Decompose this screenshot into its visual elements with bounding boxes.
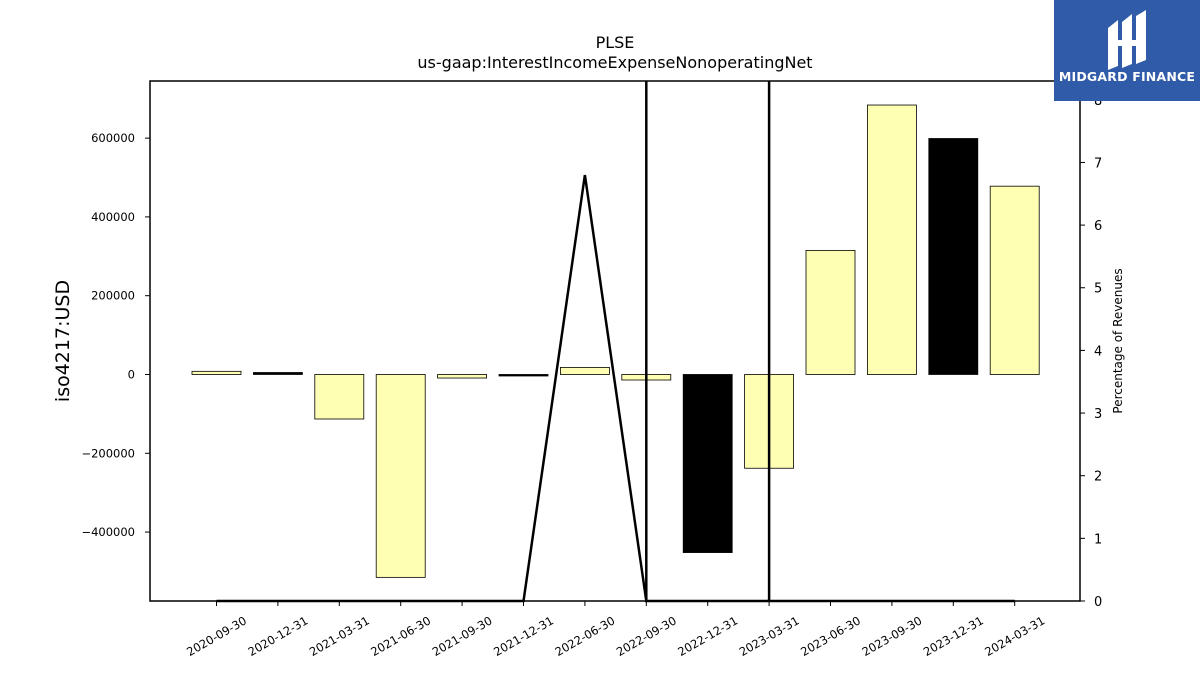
y2-tick-label: 3: [1094, 407, 1102, 422]
x-tick-label: 2023-06-30: [798, 613, 863, 659]
chart-title: PLSE: [596, 33, 635, 52]
y-ticks-group: −400000 −200000 0 200000 400000 600000: [81, 131, 150, 539]
bar: [928, 138, 979, 375]
y2-tick-label: 4: [1094, 344, 1102, 359]
y-tick-label: 0: [128, 367, 135, 381]
bar: [375, 374, 426, 578]
x-tick-label: 2023-03-31: [737, 613, 802, 659]
x-tick-label: 2021-03-31: [307, 613, 372, 659]
x-tick-label: 2023-12-31: [921, 613, 986, 659]
y2-axis-label: Percentage of Revenues: [1111, 268, 1125, 413]
bar: [314, 374, 365, 420]
bar: [682, 374, 733, 553]
bar: [560, 366, 610, 375]
plot-frame: [149, 80, 1081, 602]
x-tick-label: 2021-09-30: [430, 613, 495, 659]
bars-group: [191, 104, 1040, 578]
bar: [191, 370, 242, 375]
y2-tick-label: 2: [1094, 470, 1102, 485]
y2-tick-label: 6: [1094, 219, 1102, 234]
chart-subtitle: us-gaap:InterestIncomeExpenseNonoperatin…: [417, 53, 812, 72]
y-tick-label: 600000: [91, 131, 135, 145]
x-tick-label: 2021-06-30: [368, 613, 433, 659]
y-tick-label: −200000: [81, 446, 135, 460]
x-tick-label: 2021-12-31: [491, 613, 556, 659]
x-tick-label: 2022-09-30: [614, 613, 679, 659]
y-tick-label: 400000: [91, 210, 135, 224]
bar: [805, 249, 856, 375]
y2-tick-label: 5: [1094, 282, 1102, 297]
y2-tick-label: 8: [1094, 94, 1102, 109]
bar: [867, 104, 917, 375]
y2-tick-label: 7: [1094, 156, 1102, 171]
y2-ticks-group: 0 1 2 3 4 5 6 7 8: [1080, 94, 1102, 610]
x-tick-label: 2022-06-30: [553, 613, 618, 659]
y-axis-label: iso4217:USD: [52, 280, 74, 402]
y-tick-label: 200000: [91, 289, 135, 303]
x-tick-label: 2023-09-30: [860, 613, 925, 659]
y-tick-label: −400000: [81, 525, 135, 539]
bar: [989, 185, 1040, 375]
midgard-logo-icon: [1108, 10, 1146, 70]
x-ticks-group: 2020-09-302020-12-312021-03-312021-06-30…: [184, 601, 1047, 659]
y2-tick-label: 1: [1094, 532, 1102, 547]
midgard-finance-logo: MIDGARD FINANCE: [1054, 0, 1200, 101]
x-tick-label: 2024-03-31: [982, 613, 1047, 659]
x-tick-label: 2020-12-31: [246, 613, 311, 659]
x-tick-label: 2020-09-30: [184, 613, 249, 659]
bar: [252, 372, 303, 375]
bar: [437, 374, 488, 379]
x-tick-label: 2022-12-31: [675, 613, 740, 659]
logo-text: MIDGARD FINANCE: [1058, 69, 1196, 84]
y2-tick-label: 0: [1094, 595, 1102, 610]
bar: [498, 374, 549, 377]
